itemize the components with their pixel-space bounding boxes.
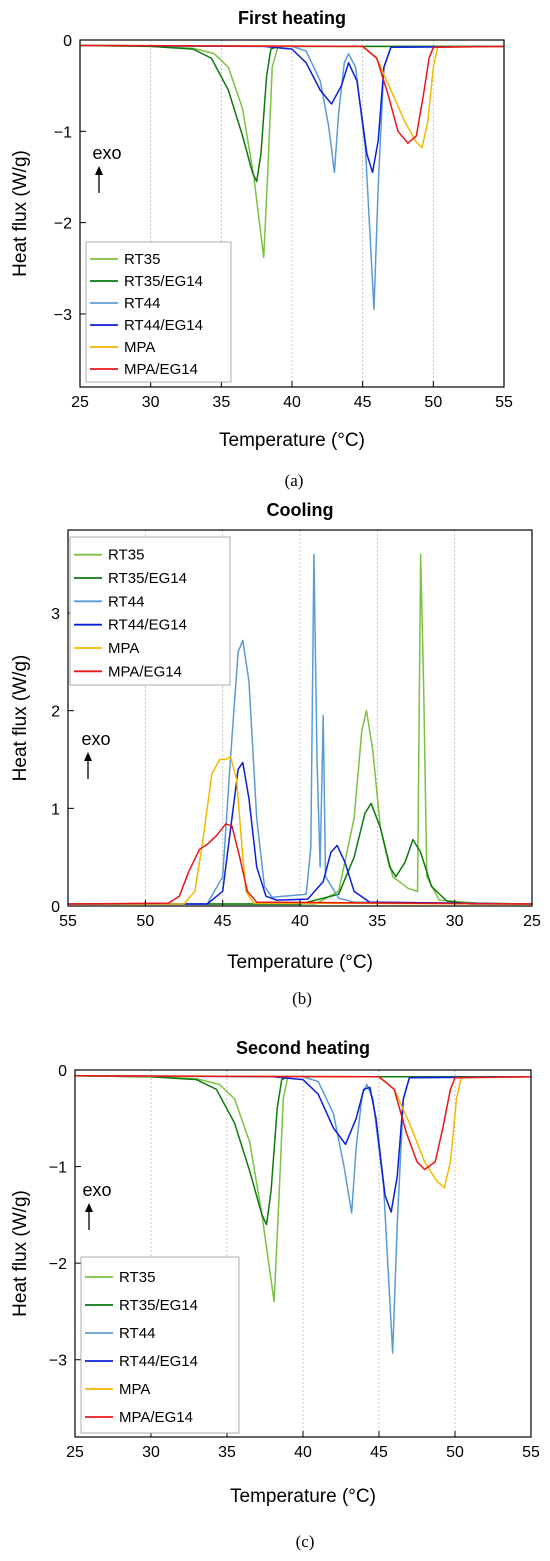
chart-title: First heating (238, 8, 346, 28)
x-tick-label: 35 (212, 394, 230, 411)
legend-entry: RT44/EG14 (108, 617, 187, 634)
series-line-rt44-eg14 (80, 44, 504, 174)
legend-entry: RT35/EG14 (124, 273, 203, 290)
legend-entry: MPA (119, 1381, 150, 1398)
legend-entry: RT35 (108, 547, 144, 564)
legend: RT35 RT35/EG14 RT44 RT44/EG14 MPA MPA/EG14 (80, 1256, 240, 1434)
x-tick-label: 50 (136, 913, 154, 930)
y-tick-label: 0 (63, 33, 72, 50)
chart-panel-b: Cooling 55 50 45 40 35 30 25 0 1 2 3 Temperature (°C… (10, 500, 541, 1008)
legend-entry: RT35/EG14 (119, 1297, 198, 1314)
exo-arrow-head (95, 166, 103, 175)
series-line-rt35-eg14 (68, 802, 532, 905)
series-line-rt44 (80, 44, 504, 311)
legend-box (85, 241, 232, 383)
x-tick-label: 50 (424, 394, 442, 411)
x-axis-label: Temperature (°C) (230, 1486, 376, 1507)
legend: RT35 RT35/EG14 RT44 RT44/EG14 MPA MPA/EG14 (69, 536, 231, 686)
y-tick-label: 1 (51, 801, 60, 818)
legend-entry: RT44 (119, 1325, 155, 1342)
x-tick-label: 45 (354, 394, 372, 411)
series-line-rt35-eg14 (75, 1075, 531, 1226)
legend-box (69, 536, 231, 686)
y-tick-label: −1 (49, 1160, 67, 1177)
series-line-mpa (68, 755, 532, 905)
exo-label: exo (92, 143, 121, 163)
y-tick-label: −1 (54, 124, 72, 141)
y-tick-label: 2 (51, 704, 60, 721)
y-tick-label: −3 (49, 1353, 67, 1370)
chart-title: Second heating (236, 1038, 370, 1058)
legend-entry: RT35 (124, 251, 160, 268)
legend-entry: RT35 (119, 1269, 155, 1286)
legend-entry: MPA (108, 640, 139, 657)
x-tick-label: 55 (59, 913, 77, 930)
legend-entry: RT44/EG14 (124, 317, 203, 334)
panel-caption: (a) (285, 471, 304, 490)
x-tick-label: 35 (368, 913, 386, 930)
x-tick-label: 40 (283, 394, 301, 411)
legend-entry: MPA/EG14 (124, 361, 198, 378)
x-tick-label: 45 (214, 913, 232, 930)
series-group (68, 553, 532, 905)
y-tick-label: 0 (58, 1063, 67, 1080)
x-tick-label: 45 (370, 1444, 388, 1461)
y-tick-label: 0 (51, 899, 60, 916)
x-tick-label: 25 (523, 913, 541, 930)
legend-box (80, 1256, 240, 1434)
x-axis-label: Temperature (°C) (227, 952, 373, 973)
panel-caption: (c) (296, 1532, 315, 1551)
x-tick-label: 30 (446, 913, 464, 930)
x-tick-label: 55 (522, 1444, 540, 1461)
x-tick-label: 25 (66, 1444, 84, 1461)
x-tick-label: 50 (446, 1444, 464, 1461)
legend-entry: MPA/EG14 (119, 1409, 193, 1426)
series-group (80, 44, 504, 311)
series-line-mpa-eg14 (80, 44, 504, 144)
x-tick-label: 30 (142, 394, 160, 411)
y-axis-label: Heat flux (W/g) (10, 655, 31, 782)
chart-title: Cooling (267, 500, 334, 520)
series-line-rt44-eg14 (75, 1075, 531, 1213)
series-line-rt35-eg14 (80, 44, 504, 183)
legend-entry: RT44 (124, 295, 160, 312)
series-line-rt44 (68, 553, 532, 905)
x-tick-label: 25 (71, 394, 89, 411)
panel-caption: (b) (292, 989, 312, 1008)
chart-panel-c: Second heating 25 30 35 40 45 50 55 0 −1 −2 −3 Tempe… (10, 1038, 540, 1551)
x-tick-label: 40 (291, 913, 309, 930)
x-tick-label: 35 (218, 1444, 236, 1461)
series-line-rt44-eg14 (68, 761, 532, 905)
y-tick-label: 3 (51, 606, 60, 623)
x-tick-label: 40 (294, 1444, 312, 1461)
legend-entry: RT44 (108, 593, 144, 610)
legend-entry: MPA/EG14 (108, 663, 182, 680)
exo-label: exo (81, 729, 110, 749)
series-line-mpa-eg14 (68, 823, 532, 905)
legend-entry: RT44/EG14 (119, 1353, 198, 1370)
series-line-rt35 (75, 1075, 531, 1303)
y-tick-label: −3 (54, 307, 72, 324)
series-group (75, 1075, 531, 1354)
y-axis-label: Heat flux (W/g) (10, 150, 31, 277)
x-tick-label: 30 (142, 1444, 160, 1461)
series-line-mpa-eg14 (75, 1075, 531, 1171)
x-tick-label: 55 (495, 394, 513, 411)
legend-entry: MPA (124, 339, 155, 356)
legend-entry: RT35/EG14 (108, 570, 187, 587)
chart-panel-a: First heating 25 30 35 40 45 50 55 0 −1 −2 −3 Temper… (10, 8, 513, 490)
exo-label: exo (82, 1180, 111, 1200)
exo-arrow-head (84, 752, 92, 761)
exo-arrow-head (85, 1203, 93, 1212)
y-axis-label: Heat flux (W/g) (10, 1190, 31, 1317)
x-axis-label: Temperature (°C) (219, 430, 365, 451)
legend: RT35 RT35/EG14 RT44 RT44/EG14 MPA MPA/EG14 (85, 241, 232, 383)
y-tick-label: −2 (49, 1256, 67, 1273)
y-tick-label: −2 (54, 216, 72, 233)
